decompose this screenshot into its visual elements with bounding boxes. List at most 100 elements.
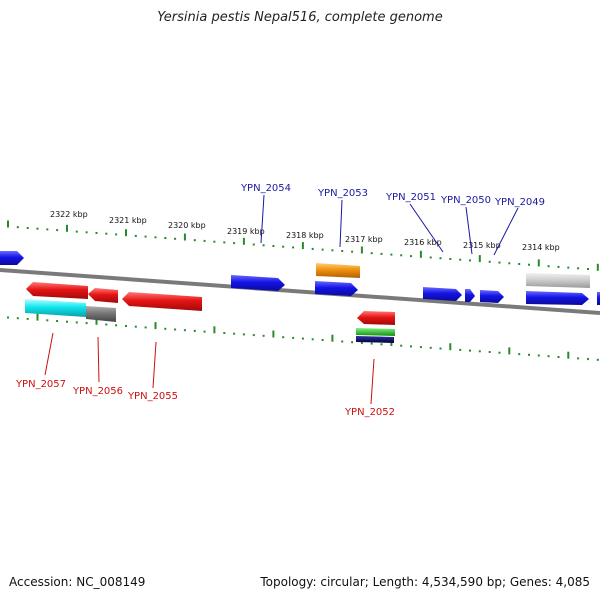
scale-tick [557,356,560,358]
gene-label[interactable]: YPN_2052 [344,407,395,418]
scale-tick [134,325,137,328]
gene-label[interactable]: YPN_2054 [240,183,291,194]
scale-tick [469,349,471,352]
gene-label[interactable]: YPN_2050 [440,195,491,206]
genome-summary-text: Topology: circular; Length: 4,534,590 bp… [260,575,590,589]
scale-tick [95,232,98,234]
scale-tick [183,329,186,332]
scale-tick [203,330,206,333]
reverse-gene[interactable] [88,288,118,303]
scale-label: 2319 kbp [227,227,265,236]
scale-tick [587,268,589,270]
reverse-gene[interactable] [86,306,116,322]
scale-tick [429,256,432,259]
forward-gene[interactable] [0,251,24,265]
scale-tick [311,338,314,341]
scale-tick-major [478,255,481,263]
scale-tick [16,226,19,229]
scale-tick [508,262,511,265]
scale-tick [518,353,521,356]
gene-label[interactable]: YPN_2057 [15,379,66,390]
forward-gene[interactable] [465,289,475,302]
scale-tick-major [36,313,39,321]
scale-tick [301,337,304,340]
scale-tick [26,227,29,229]
accession-text: Accession: NC_008149 [9,575,146,589]
scale-tick [252,334,255,337]
scale-tick [518,263,521,265]
scale-tick-major [331,334,334,342]
scale-tick [596,358,599,361]
reverse-gene[interactable] [25,299,86,317]
scale-tick-major [537,259,540,267]
scale-tick [400,344,403,347]
scale-tick-major [360,246,363,254]
scale-tick [282,245,285,248]
scale-tick [537,354,540,357]
scale-tick [488,260,491,263]
scale-tick [242,333,245,336]
scale-tick [134,234,137,237]
scale-tick [587,358,589,361]
forward-gene[interactable] [526,273,590,288]
scale-tick [56,320,59,322]
scale-tick-major [272,330,275,338]
scale-tick [410,345,412,348]
scale-tick-major [449,343,452,351]
scale-tick [498,261,501,264]
forward-gene[interactable] [526,291,589,305]
reverse-gene[interactable] [356,336,394,343]
scale-track-top [7,220,599,271]
scale-tick [400,254,403,257]
scale-tick-major [66,224,68,232]
gene-label[interactable]: YPN_2049 [494,197,545,208]
gene-label[interactable]: YPN_2056 [72,386,123,397]
scale-tick [233,242,236,245]
scale-tick [174,328,177,331]
reverse-gene[interactable] [26,282,88,299]
page-title: Yersinia pestis Nepal516, complete genom… [157,10,443,25]
forward-gene[interactable] [423,287,462,301]
scale-tick [115,233,118,236]
scale-tick [154,236,157,239]
forward-gene[interactable] [316,263,360,278]
scale-tick [547,355,550,358]
scale-tick [66,320,68,323]
gene-label[interactable]: YPN_2053 [317,188,368,199]
forward-gene[interactable] [480,290,504,303]
scale-tick [144,326,147,329]
reverse-gene[interactable] [356,328,395,336]
scale-tick-major [242,237,245,245]
scale-label: 2314 kbp [522,243,560,252]
scale-tick [56,229,59,232]
scale-tick [341,250,344,252]
scale-tick [567,266,570,269]
scale-tick [488,351,491,353]
scale-label: 2317 kbp [345,235,383,244]
scale-tick [75,230,78,233]
scale-tick [223,241,226,244]
scale-tick [321,339,324,341]
scale-label: 2320 kbp [168,221,206,230]
forward-gene[interactable] [315,281,358,296]
forward-gene[interactable] [231,275,285,291]
scale-tick [419,346,422,349]
reverse-gene[interactable] [122,292,202,311]
scale-tick [459,258,462,261]
scale-tick [46,228,49,231]
scale-tick [144,235,147,238]
scale-tick [193,239,196,242]
scale-tick [233,332,236,335]
scale-tick [459,348,462,351]
scale-tick [282,336,285,339]
forward-gene[interactable] [597,292,600,305]
scale-tick [36,227,39,230]
scale-tick [380,252,383,255]
reverse-gene[interactable] [357,311,395,325]
scale-tick [174,237,177,240]
gene-label[interactable]: YPN_2055 [127,391,178,402]
gene-label[interactable]: YPN_2051 [385,192,436,203]
scale-tick [252,243,255,246]
scale-tick [577,357,580,360]
